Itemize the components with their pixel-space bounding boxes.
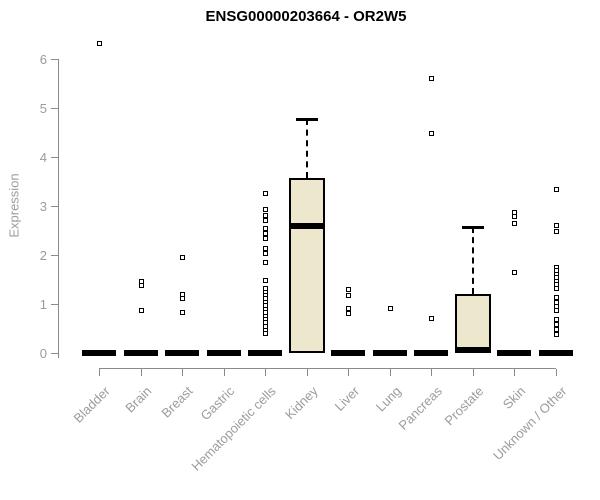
outlier-point (346, 306, 351, 312)
zero-bar (206, 350, 241, 357)
y-tick-label: 1 (39, 297, 47, 313)
zero-bar (123, 350, 158, 357)
category-label: Skin (499, 383, 528, 412)
outlier-point (553, 223, 559, 229)
outlier-point (553, 321, 559, 327)
x-axis-tick (306, 369, 308, 376)
category-label: Liver (331, 383, 362, 414)
category-label: Lung (372, 383, 404, 415)
outlier-point (553, 229, 559, 235)
outlier-point (138, 308, 144, 314)
category-label: Bladder (70, 383, 113, 426)
x-axis-tick (140, 369, 142, 376)
outlier-point (512, 214, 517, 220)
outlier-point (263, 226, 268, 232)
y-tick-label: 0 (39, 346, 47, 362)
x-axis-tick (182, 369, 183, 376)
outlier-point (263, 251, 268, 257)
category-label: Gastric (197, 383, 238, 424)
outlier-point (429, 131, 434, 137)
outlier-point (180, 254, 185, 260)
y-tick-label: 3 (39, 199, 47, 215)
x-axis-tick (431, 369, 432, 376)
y-axis-line (58, 59, 59, 358)
outlier-point (346, 311, 351, 317)
whisker-cap (295, 118, 318, 122)
x-axis-tick (348, 369, 349, 376)
y-axis-tick (51, 255, 58, 257)
x-axis-tick (472, 369, 474, 376)
outlier-point (263, 259, 268, 265)
outlier-point (180, 295, 185, 301)
y-tick-label: 5 (39, 101, 47, 117)
y-axis-tick (51, 59, 58, 61)
outlier-point (512, 269, 517, 275)
median-line (456, 347, 489, 354)
outlier-point (553, 285, 559, 291)
outlier-point (263, 277, 268, 283)
x-axis-tick (99, 369, 100, 376)
outlier-point (263, 331, 268, 337)
outlier-point (263, 236, 268, 242)
box (454, 293, 491, 354)
box (288, 178, 325, 354)
outlier-point (263, 206, 268, 212)
y-axis-tick (51, 157, 58, 159)
category-label: Kidney (281, 383, 321, 423)
y-tick-label: 6 (39, 52, 47, 68)
outlier-point (263, 213, 268, 219)
zero-bar (165, 350, 199, 357)
x-axis-tick (389, 369, 391, 376)
chart-title: ENSG00000203664 - OR2W5 (205, 8, 407, 25)
outlier-point (180, 309, 185, 315)
outlier-point (263, 191, 268, 197)
x-axis-tick (223, 369, 225, 376)
y-axis-tick (51, 108, 58, 110)
outlier-point (553, 317, 559, 322)
x-axis-tick (265, 369, 266, 376)
zero-bar (372, 350, 407, 357)
outlier-point (553, 331, 559, 337)
category-label: Unknown / Other (489, 383, 570, 463)
zero-bar (538, 350, 573, 357)
x-axis-tick (514, 369, 515, 376)
outlier-point (263, 246, 268, 252)
x-axis-tick (555, 369, 557, 376)
outlier-point (263, 218, 268, 224)
median-line (290, 222, 323, 229)
zero-bar (414, 350, 448, 357)
y-axis-tick (51, 353, 58, 355)
zero-bar (331, 350, 365, 357)
outlier-point (553, 187, 559, 193)
y-tick-label: 2 (39, 248, 47, 264)
whisker (471, 226, 474, 294)
x-axis-line (99, 368, 556, 369)
outlier-point (346, 286, 351, 292)
zero-bar (497, 350, 531, 357)
category-label: Breast (158, 383, 196, 421)
whisker-cap (461, 225, 484, 229)
y-axis-tick (51, 206, 58, 208)
outlier-point (429, 315, 434, 321)
category-label: Pancreas (395, 383, 445, 433)
outlier-point (553, 308, 559, 314)
outlier-point (387, 305, 393, 311)
outlier-point (512, 221, 517, 227)
outlier-point (429, 76, 434, 82)
y-axis-tick (51, 304, 58, 306)
outlier-point (97, 40, 102, 46)
whisker (305, 119, 308, 179)
outlier-point (263, 231, 268, 237)
zero-bar (82, 350, 116, 357)
y-tick-label: 4 (39, 150, 47, 166)
category-label: Brain (122, 383, 155, 416)
outlier-point (346, 293, 351, 299)
outlier-point (138, 283, 144, 289)
outlier-point (553, 326, 559, 332)
category-label: Prostate (441, 383, 487, 429)
zero-bar (248, 350, 282, 357)
